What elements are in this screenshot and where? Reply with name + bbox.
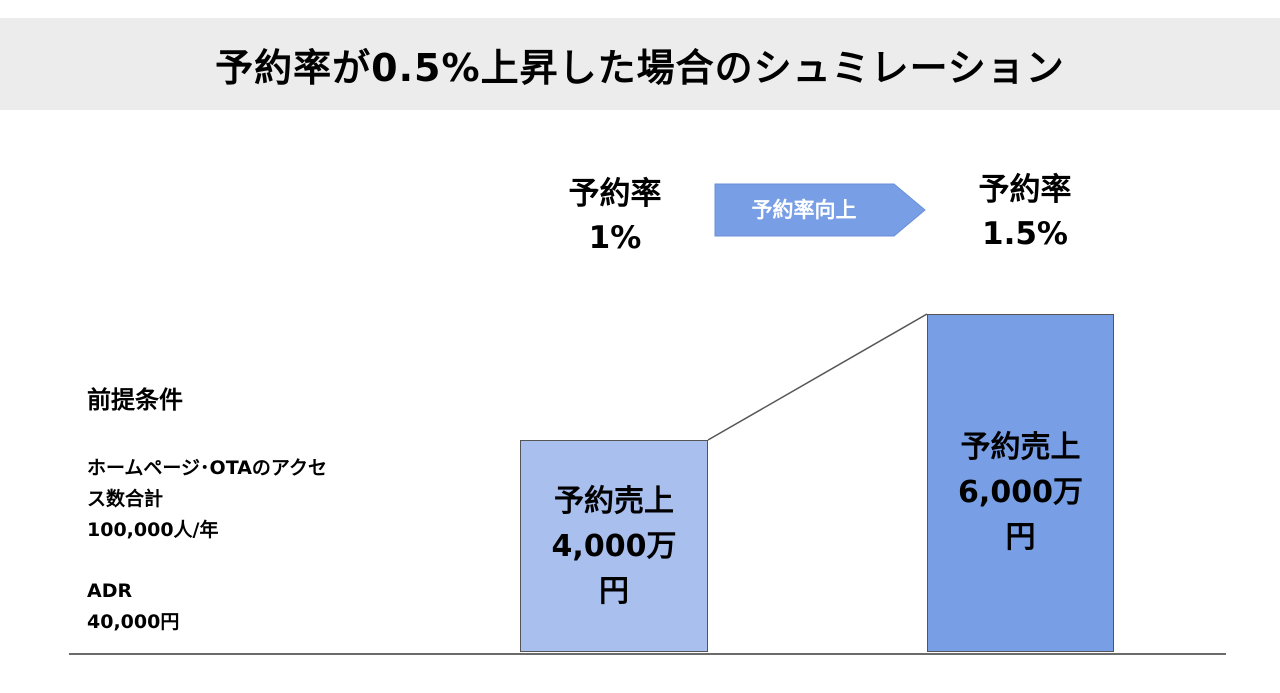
rate-before-value: 1% [588,220,642,256]
bar-before-line2: 4,000万 [551,528,677,564]
bar-before-line3: 円 [599,573,629,609]
bar-after-line1: 予約売上 [960,430,1081,465]
access-label-line2: ス数合計 [87,488,164,510]
access-label-line1: ホームページ･OTAのアクセ [87,457,327,479]
rate-before-label: 予約率 [568,176,662,212]
rate-after-label: 予約率 [978,172,1072,208]
bar-after-line2: 6,000万 [958,475,1083,510]
assumptions-heading: 前提条件 [87,386,183,414]
bar-before: 予約売上 4,000万 円 [520,440,708,652]
bar-after-line3: 円 [1005,520,1036,555]
right-arrow-icon [714,183,926,237]
adr-value: 40,000円 [87,611,180,633]
access-value: 100,000人/年 [87,519,219,541]
assumptions: 前提条件 ホームページ･OTAのアクセ ス数合計 100,000人/年 ADR … [87,380,327,638]
title-band: 予約率が0.5%上昇した場合のシュミレーション [0,18,1280,110]
rate-after-value: 1.5% [982,216,1068,252]
bar-before-line1: 予約売上 [554,483,674,519]
rate-before: 予約率 1% [545,172,685,260]
rate-after: 予約率 1.5% [950,168,1100,256]
bar-after: 予約売上 6,000万 円 [927,314,1114,652]
baseline [69,653,1226,655]
adr-label: ADR [87,580,133,602]
arrow-label: 予約率向上 [751,198,857,222]
page-title: 予約率が0.5%上昇した場合のシュミレーション [215,45,1065,90]
